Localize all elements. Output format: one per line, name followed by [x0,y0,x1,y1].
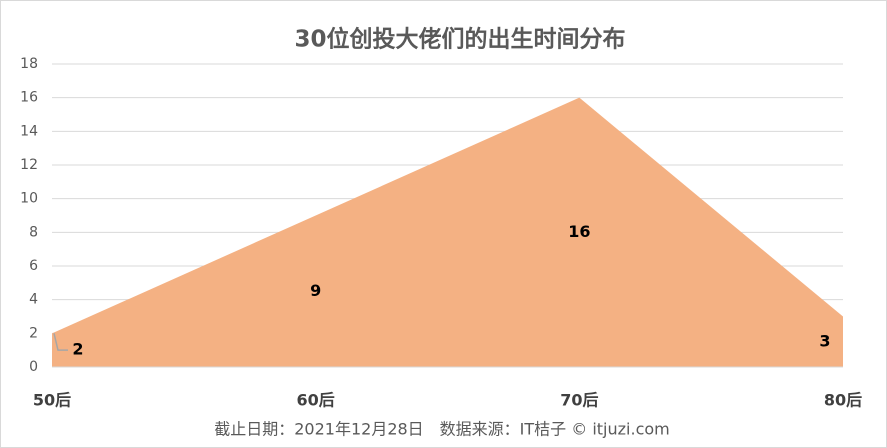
y-tick-label: 10 [20,191,38,207]
y-tick-label: 0 [29,359,38,375]
y-tick-label: 8 [29,224,38,240]
x-tick-label: 60后 [297,391,335,410]
y-tick-label: 2 [29,325,38,341]
y-tick-label: 14 [20,123,38,139]
x-tick-label: 70后 [560,391,598,410]
y-tick-label: 16 [20,90,38,106]
y-tick-label: 4 [29,292,38,308]
area [52,97,843,368]
x-tick-label: 80后 [824,391,862,410]
leader-line [53,333,68,351]
y-tick-label: 12 [20,157,38,173]
data-label: 16 [568,222,590,241]
x-tick-label: 50后 [33,391,71,410]
chart-title: 30位创投大佬们的出生时间分布 [294,26,625,53]
data-label: 2 [72,340,83,359]
y-tick-label: 6 [29,258,38,274]
source-note: 截止日期：2021年12月28日 数据来源：IT桔子 © itjuzi.com [214,420,670,439]
data-label: 9 [310,281,321,300]
y-tick-label: 18 [20,56,38,72]
data-label: 3 [819,331,830,350]
